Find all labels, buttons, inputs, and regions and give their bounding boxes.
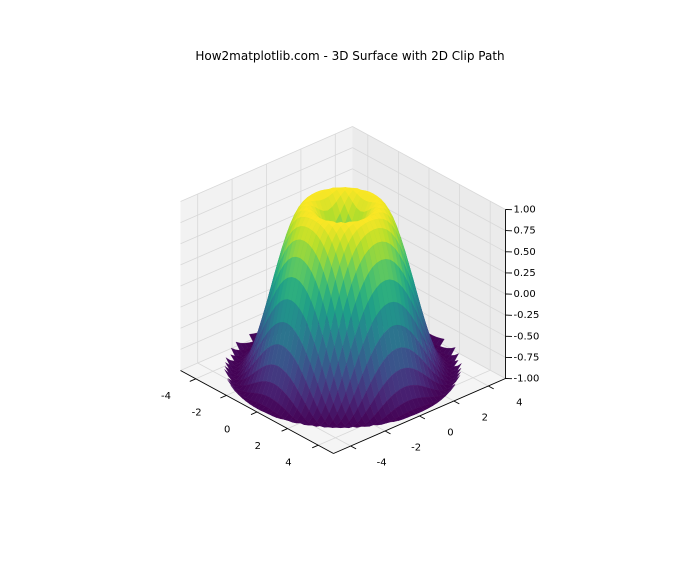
y-tick-label: 0	[447, 427, 453, 438]
z-tick-label: 1.00	[514, 205, 536, 216]
z-tick-label: -1.00	[514, 374, 540, 385]
x-tick-label: -2	[192, 408, 202, 419]
y-tick-mark	[385, 431, 390, 434]
y-tick-label: 2	[482, 412, 488, 423]
z-tick-label: 0.25	[514, 268, 536, 279]
z-tick-label: -0.50	[514, 331, 540, 342]
z-tick-label: -0.75	[514, 352, 540, 363]
y-tick-label: -4	[377, 457, 387, 468]
y-tick-label: 4	[516, 397, 522, 408]
chart-title: How2matplotlib.com - 3D Surface with 2D …	[0, 49, 700, 63]
x-tick-mark	[282, 429, 288, 432]
x-tick-mark	[190, 379, 196, 382]
z-tick-label: -0.25	[514, 310, 540, 321]
x-tick-mark	[312, 445, 318, 448]
y-tick-label: -2	[411, 442, 421, 453]
x-tick-label: 4	[285, 457, 291, 468]
x-tick-mark	[251, 412, 257, 415]
x-tick-label: 2	[255, 441, 261, 452]
x-tick-mark	[220, 395, 226, 398]
y-tick-mark	[454, 401, 459, 404]
z-tick-label: 0.75	[514, 226, 536, 237]
y-tick-mark	[420, 416, 425, 419]
x-tick-label: 0	[224, 424, 230, 435]
z-tick-label: 0.00	[514, 289, 536, 300]
y-tick-mark	[351, 446, 356, 449]
z-tick-label: 0.50	[514, 247, 536, 258]
x-tick-label: -4	[161, 391, 171, 402]
y-tick-mark	[488, 386, 493, 389]
